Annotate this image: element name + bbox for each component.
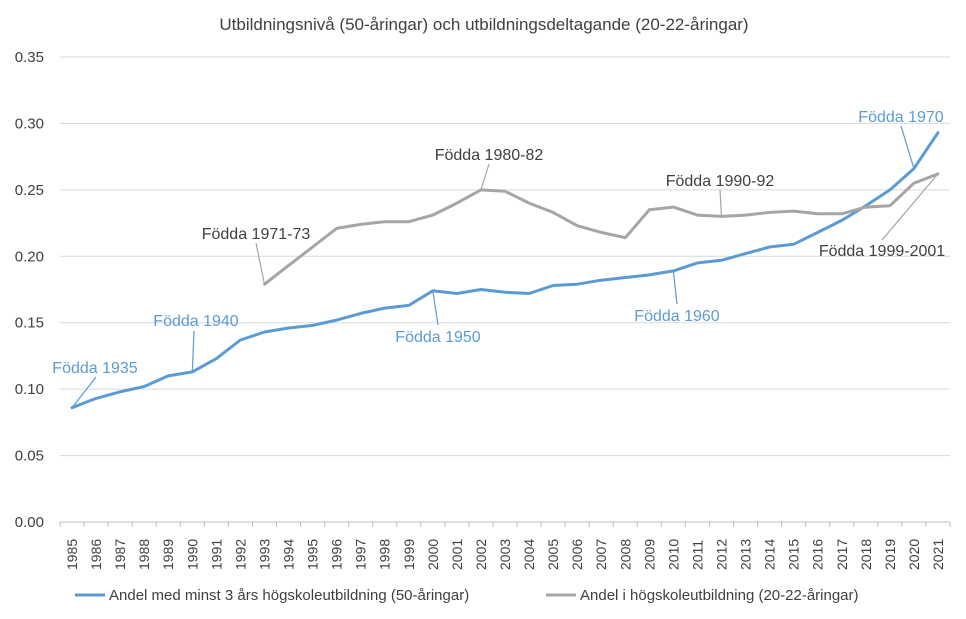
x-tick-label: 2002 — [473, 539, 489, 570]
x-tick-label: 2020 — [906, 539, 922, 570]
x-tick-label: 1993 — [256, 539, 272, 570]
x-tick-label: 2018 — [858, 539, 874, 570]
annotation-leader-line — [71, 376, 97, 409]
y-tick-label: 0.05 — [15, 448, 44, 465]
x-tick-label: 1999 — [401, 539, 417, 570]
x-tick-label: 2004 — [521, 539, 537, 570]
x-tick-label: 2000 — [425, 539, 441, 570]
x-tick-label: 2001 — [449, 539, 465, 570]
legend-label-series-1: Andel med minst 3 års högskoleutbildning… — [109, 587, 469, 604]
x-tick-label: 2014 — [762, 539, 778, 570]
annotation-leader-line — [719, 189, 723, 217]
x-tick-label: 1995 — [305, 539, 321, 570]
legend-label-series-2: Andel i högskoleutbildning (20-22-åringa… — [580, 587, 859, 604]
x-tick-label: 1991 — [208, 539, 224, 570]
x-tick-label: 2009 — [641, 539, 657, 570]
y-tick-label: 0.25 — [15, 182, 44, 199]
chart-title: Utbildningsnivå (50-åringar) och utbildn… — [219, 15, 748, 34]
annotation-leader-line — [255, 242, 266, 285]
annotation-label: Födda 1940 — [153, 313, 239, 330]
x-tick-label: 2008 — [617, 539, 633, 570]
x-tick-label: 2015 — [786, 539, 802, 570]
x-tick-label: 1989 — [160, 539, 176, 570]
x-tick-label: 2003 — [497, 539, 513, 570]
annotation-label: Födda 1950 — [395, 329, 481, 346]
annotation-leader-line — [480, 163, 490, 191]
x-tick-label: 2010 — [665, 539, 681, 570]
x-tick-label: 1986 — [88, 539, 104, 570]
annotation-label: Födda 1990-92 — [666, 173, 775, 190]
x-tick-label: 1987 — [112, 539, 128, 570]
y-tick-label: 0.20 — [15, 248, 44, 265]
x-tick-label: 2005 — [545, 539, 561, 570]
x-tick-label: 1985 — [64, 539, 80, 570]
x-tick-label: 1994 — [281, 539, 297, 570]
annotation-leader-line — [191, 330, 195, 372]
x-tick-label: 2021 — [930, 539, 946, 570]
x-tick-label: 2006 — [569, 539, 585, 570]
x-tick-label: 2017 — [834, 539, 850, 570]
annotation-label: Födda 1935 — [52, 360, 138, 377]
annotation-leader-line — [432, 290, 439, 326]
x-tick-label: 2013 — [738, 539, 754, 570]
annotation-label: Födda 1970 — [858, 109, 944, 126]
annotation-label: Födda 1999-2001 — [819, 243, 945, 260]
x-tick-label: 1990 — [184, 539, 200, 570]
x-tick-label: 2019 — [882, 539, 898, 570]
x-tick-label: 1997 — [353, 539, 369, 570]
legend: Andel med minst 3 års högskoleutbildning… — [75, 587, 859, 604]
x-tick-label: 2016 — [810, 539, 826, 570]
x-tick-label: 1988 — [136, 539, 152, 570]
axes: 0.00 0.05 0.10 0.15 0.20 0.25 0.30 0.35 1985 1986… — [15, 49, 951, 570]
annotation-label: Födda 1980-82 — [435, 147, 544, 164]
annotations: Födda 1935 Födda 1940 Födda 1950 Födda 1960… — [52, 109, 945, 377]
annotation-leaders — [71, 125, 939, 409]
x-tick-label: 2012 — [713, 539, 729, 570]
y-tick-label: 0.10 — [15, 381, 44, 398]
gridlines — [60, 56, 950, 457]
x-tick-label: 1996 — [329, 539, 345, 570]
x-tick-label: 1998 — [377, 539, 393, 570]
x-tick-label: 2007 — [593, 539, 609, 570]
annotation-leader-line — [900, 125, 915, 169]
series-lines — [70, 131, 940, 410]
series-line-2 — [263, 172, 940, 286]
annotation-leader-line — [672, 270, 678, 305]
y-tick-label: 0.15 — [15, 315, 44, 332]
annotation-leader-line — [881, 173, 939, 241]
annotation-label: Födda 1971-73 — [202, 226, 311, 243]
x-tick-label: 1992 — [232, 539, 248, 570]
series-line-1 — [70, 131, 940, 410]
x-tick-label: 2011 — [689, 540, 705, 570]
y-tick-label: 0.00 — [15, 514, 44, 531]
y-tick-label: 0.35 — [15, 49, 44, 66]
y-tick-label: 0.30 — [15, 115, 44, 132]
annotation-label: Födda 1960 — [634, 308, 720, 325]
